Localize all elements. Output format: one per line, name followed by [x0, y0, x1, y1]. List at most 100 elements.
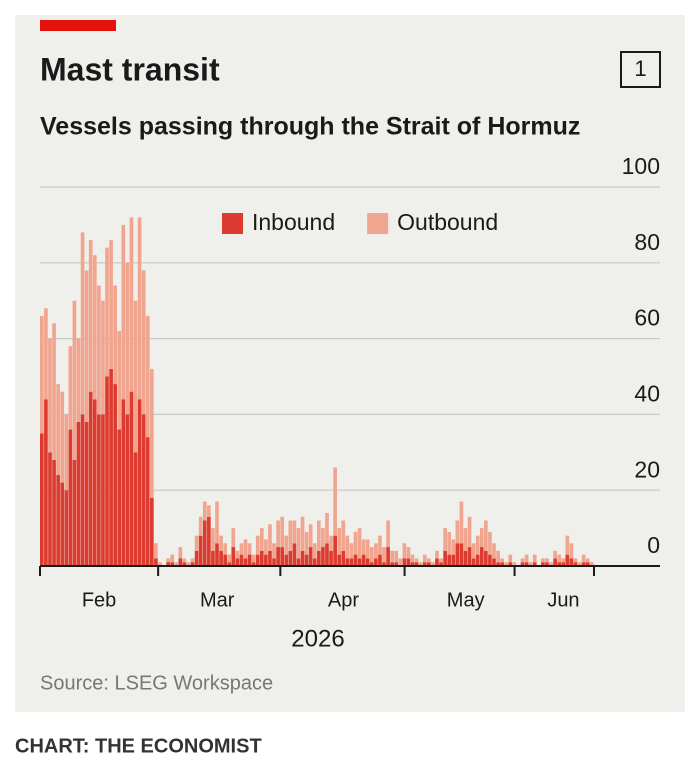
bar [60, 391, 65, 483]
bar [410, 562, 415, 566]
bar [296, 528, 301, 559]
bar [361, 554, 366, 566]
bar [439, 558, 443, 563]
bar [451, 554, 456, 566]
bar [512, 562, 517, 566]
bar [84, 270, 89, 422]
bar [292, 543, 297, 566]
bar [386, 547, 390, 566]
bar [64, 490, 69, 566]
x-tick-label: May [447, 589, 485, 611]
bar [545, 562, 549, 566]
bar [345, 535, 350, 559]
bar [569, 558, 574, 566]
bar [557, 562, 562, 566]
bar [44, 308, 48, 400]
bar [268, 524, 272, 551]
bar [349, 558, 354, 566]
bar [398, 558, 403, 566]
bar [166, 558, 170, 563]
bar [64, 414, 69, 491]
bar [581, 562, 586, 566]
bar [394, 550, 399, 563]
bar [496, 562, 500, 566]
bar [312, 558, 317, 566]
bar [133, 300, 138, 453]
bar [467, 547, 472, 566]
badge-box [620, 51, 661, 88]
bar [545, 558, 549, 563]
bar [133, 452, 138, 566]
bar [553, 558, 557, 566]
bar [109, 240, 113, 369]
bar [402, 543, 407, 559]
bar [207, 505, 211, 517]
bar [80, 414, 85, 566]
bar [467, 516, 472, 548]
bar [435, 550, 439, 559]
bar [528, 562, 533, 566]
bar [410, 554, 415, 563]
bar [170, 562, 175, 566]
bar [44, 399, 48, 566]
x-tick-label: Jun [547, 589, 579, 611]
bar [227, 562, 232, 566]
bar [264, 539, 268, 555]
bar [484, 520, 488, 551]
bar [255, 535, 260, 555]
bar [541, 562, 545, 566]
bar [198, 535, 203, 566]
bar [76, 338, 81, 422]
bar [414, 558, 419, 563]
bar [500, 558, 504, 563]
bar [459, 543, 464, 566]
bar [349, 543, 354, 559]
bar [317, 520, 321, 551]
legend-swatch [367, 213, 389, 234]
bar [129, 217, 134, 392]
bar [247, 554, 252, 566]
bar [219, 535, 223, 551]
bar [84, 421, 89, 566]
bar [166, 562, 170, 566]
bar [97, 285, 101, 415]
bar [459, 501, 464, 544]
bar [451, 539, 456, 555]
bar [561, 558, 566, 563]
bar [455, 543, 460, 566]
y-tick-label: 0 [647, 532, 660, 558]
bar [304, 554, 309, 566]
bar [276, 547, 280, 566]
bar [337, 528, 342, 555]
bar [56, 475, 60, 566]
bar [455, 520, 460, 544]
bar [369, 562, 374, 566]
bar [88, 240, 93, 392]
bar [492, 543, 496, 559]
footer: CHART: THE ECONOMIST [15, 735, 262, 757]
bar [532, 554, 537, 563]
bar [565, 535, 570, 555]
bar [239, 543, 244, 555]
bar [418, 562, 423, 566]
bar [382, 562, 386, 566]
bar [68, 346, 73, 430]
bar [76, 421, 81, 566]
bar [414, 562, 419, 566]
y-tick-label: 20 [634, 456, 660, 482]
bar [239, 554, 244, 566]
chart-subtitle: Vessels passing through the Strait of Ho… [40, 113, 580, 141]
bar [202, 520, 207, 566]
bar [178, 558, 183, 566]
bar [137, 399, 142, 566]
bar [235, 550, 240, 559]
bar [80, 232, 85, 415]
bar [125, 414, 130, 566]
bar [235, 558, 240, 566]
bar [121, 224, 126, 400]
bar [321, 547, 325, 566]
bar [500, 562, 504, 566]
bar [581, 554, 586, 563]
bar [508, 554, 513, 563]
bar [304, 531, 309, 555]
